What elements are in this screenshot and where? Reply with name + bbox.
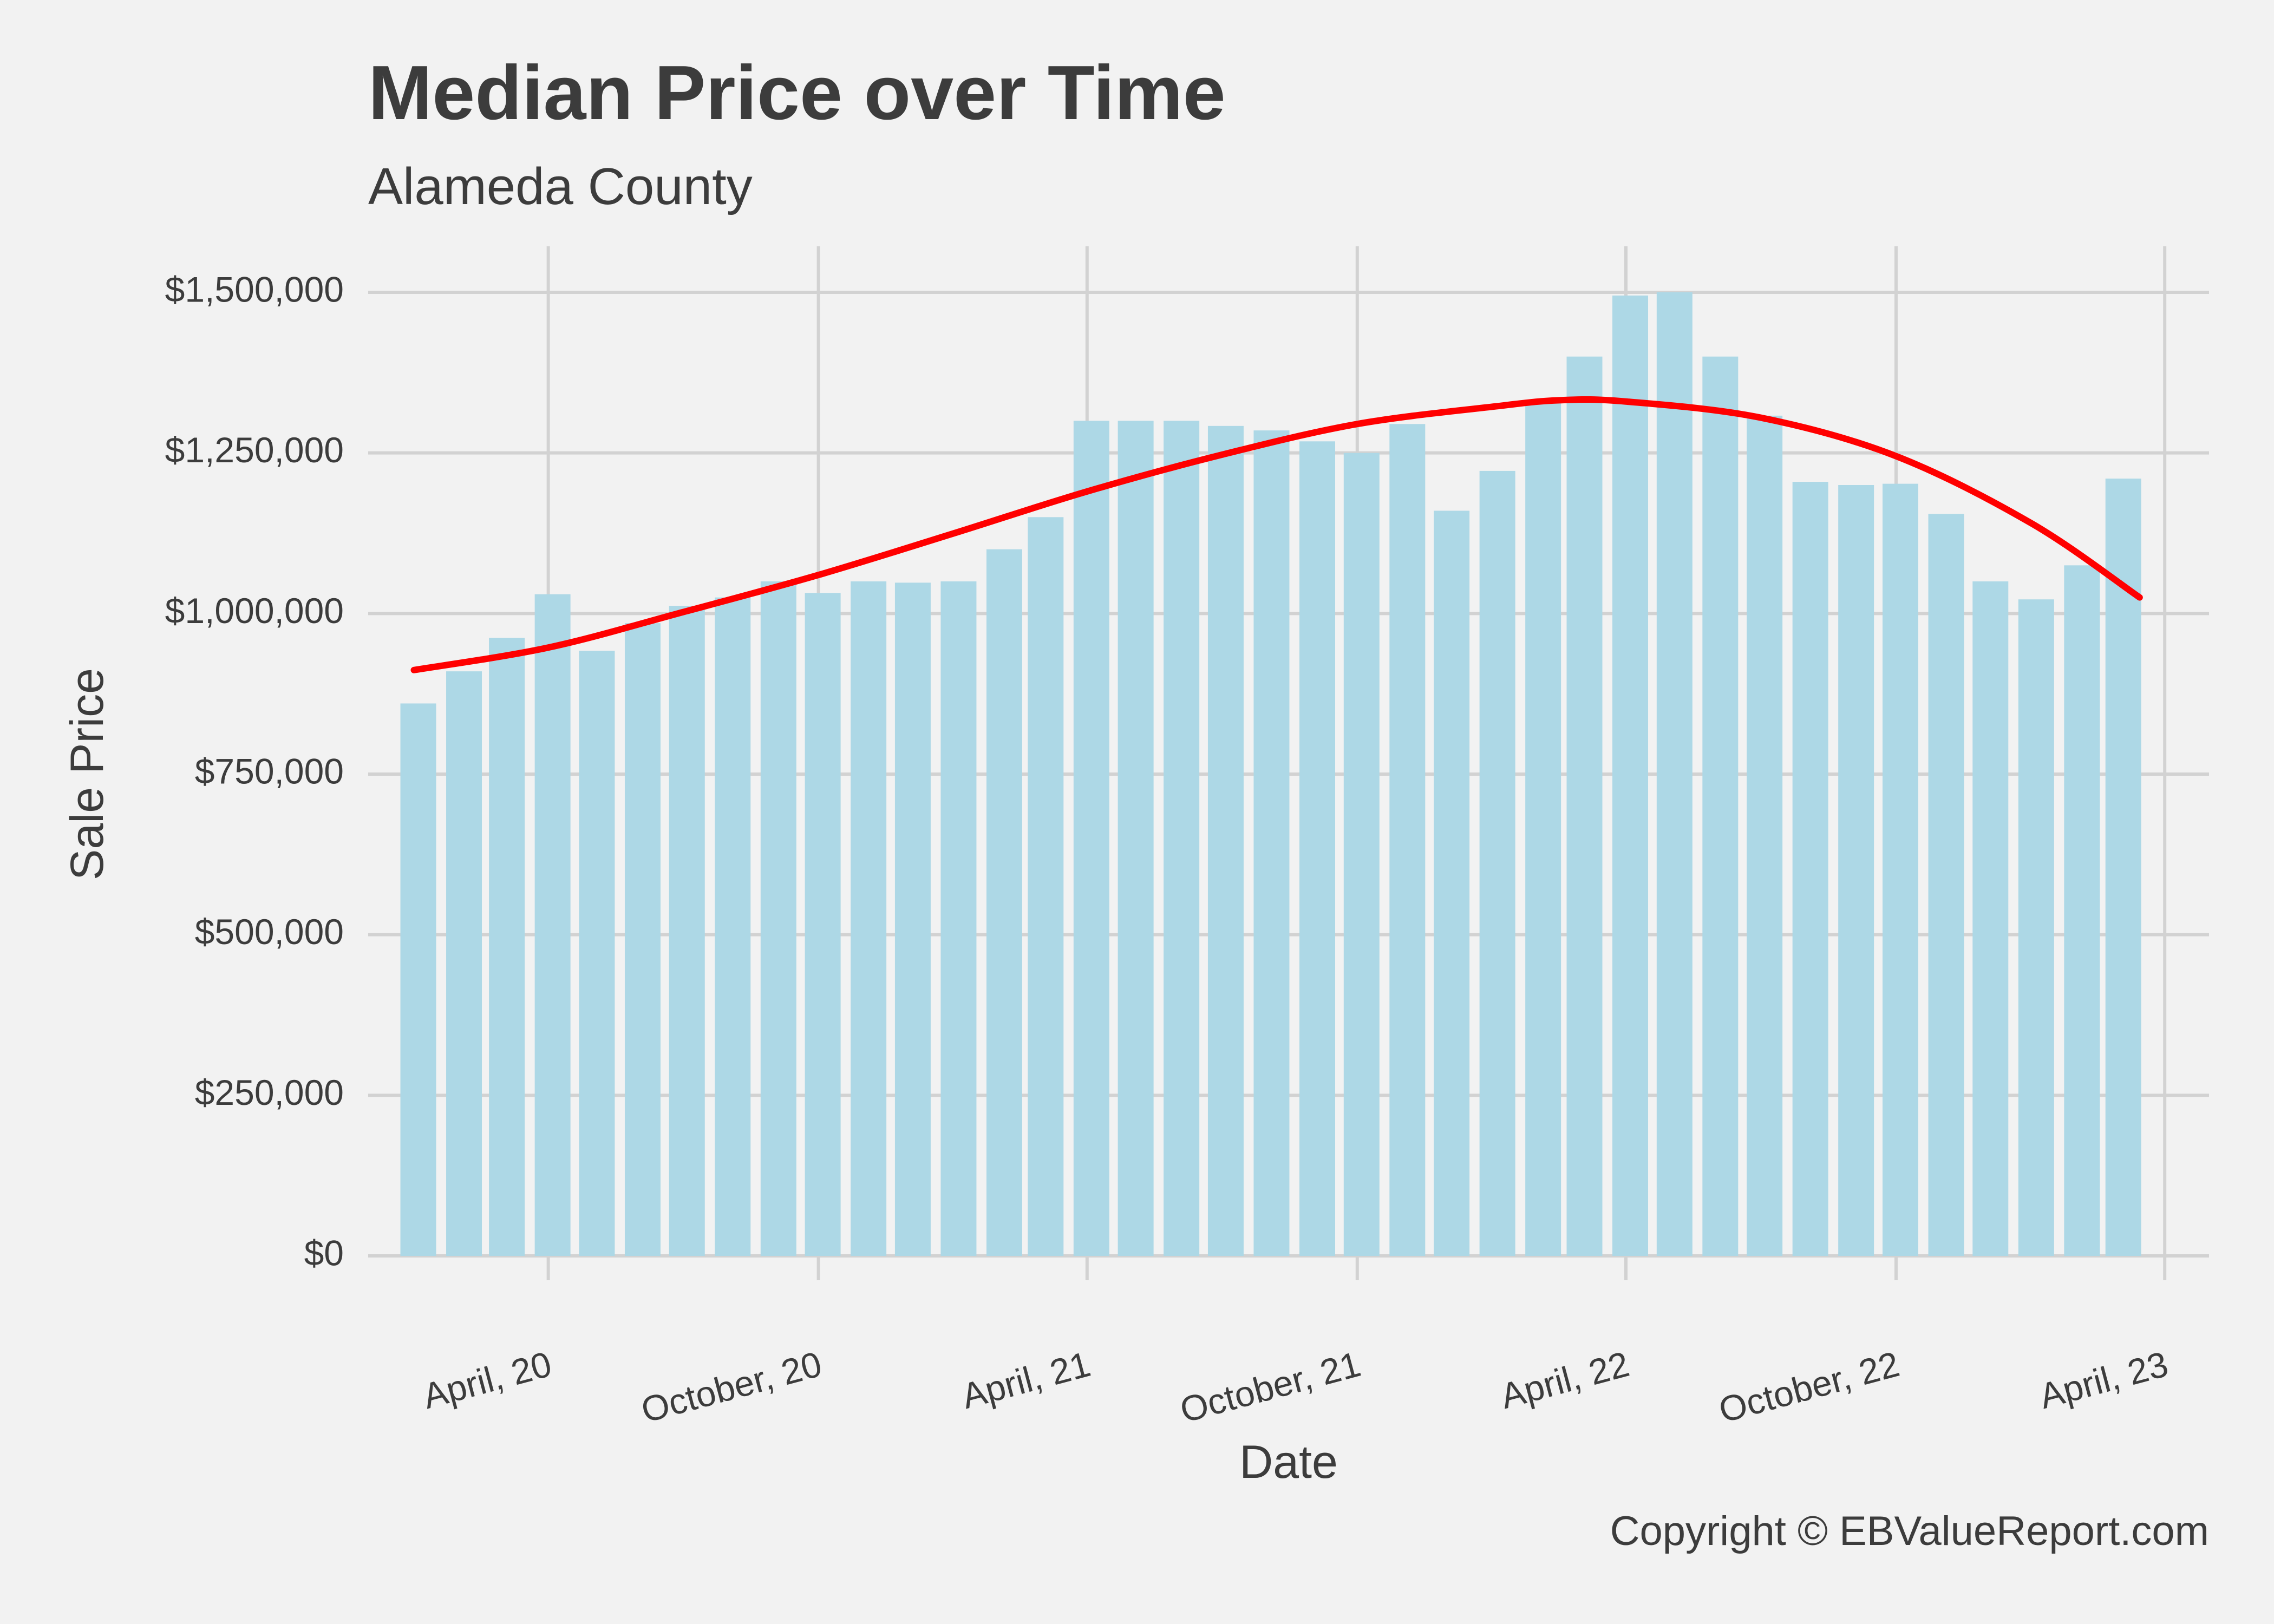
y-tick-label: $250,000	[195, 1072, 344, 1112]
bar	[1073, 421, 1109, 1256]
y-tick-label: $1,000,000	[165, 591, 344, 631]
bar	[1838, 485, 1874, 1256]
bar	[715, 597, 751, 1256]
smoothed-trend-line	[410, 396, 2143, 673]
bar	[2018, 599, 2054, 1256]
bar	[1525, 401, 1561, 1256]
x-axis-ticks: April, 20 October, 20 April, 21 October, 21…	[419, 1344, 2172, 1430]
bar	[1928, 514, 1964, 1256]
bar	[1389, 424, 1426, 1256]
bar	[986, 549, 1022, 1256]
bar	[1702, 356, 1739, 1256]
bar	[669, 606, 705, 1256]
x-tick-label: October, 22	[1715, 1344, 1904, 1430]
bar-series	[400, 292, 2141, 1256]
bar	[579, 651, 615, 1256]
bar	[760, 581, 796, 1256]
trend-line	[410, 396, 2143, 673]
bar	[1343, 453, 1380, 1256]
bar	[1612, 295, 1649, 1256]
bar	[446, 671, 482, 1256]
bar	[1566, 356, 1603, 1256]
bar	[1299, 441, 1335, 1256]
bar	[1253, 430, 1290, 1256]
chart-subtitle: Alameda County	[368, 158, 753, 215]
bar	[940, 581, 977, 1256]
x-tick-label: October, 20	[637, 1344, 826, 1430]
bar	[534, 594, 571, 1256]
bar	[1972, 581, 2009, 1256]
y-tick-label: $1,250,000	[165, 430, 344, 470]
bar	[1118, 421, 1154, 1256]
x-tick-label: April, 20	[419, 1344, 556, 1416]
y-tick-label: $750,000	[195, 751, 344, 791]
bar	[2064, 565, 2100, 1256]
bar	[851, 581, 887, 1256]
x-tick-label: April, 22	[1497, 1344, 1633, 1416]
x-axis-label: Date	[1239, 1436, 1338, 1488]
copyright-caption: Copyright © EBValueReport.com	[1610, 1508, 2209, 1554]
y-tick-label: $0	[304, 1233, 344, 1273]
bar	[400, 703, 436, 1256]
bar	[894, 582, 931, 1256]
x-tick-label: April, 23	[2035, 1344, 2172, 1416]
chart-title: Median Price over Time	[368, 50, 1226, 136]
y-axis-label: Sale Price	[61, 668, 113, 880]
bar	[1434, 510, 1470, 1256]
bar	[1656, 292, 1693, 1256]
bar	[1479, 470, 1515, 1256]
bar	[1747, 415, 1783, 1256]
bar	[1164, 421, 1200, 1256]
bar	[1792, 482, 1828, 1256]
bar	[1882, 483, 1918, 1256]
x-tick-label: October, 21	[1176, 1344, 1365, 1430]
y-tick-label: $500,000	[195, 912, 344, 952]
bar	[805, 593, 841, 1256]
y-axis-ticks: $0 $250,000 $500,000 $750,000 $1,000,000 $1,2…	[165, 269, 344, 1273]
bar	[1207, 425, 1244, 1256]
bar	[2105, 479, 2141, 1256]
bar	[624, 623, 661, 1256]
bar	[489, 638, 525, 1256]
x-tick-label: April, 21	[957, 1344, 1094, 1416]
bar	[1028, 517, 1064, 1256]
y-tick-label: $1,500,000	[165, 269, 344, 309]
